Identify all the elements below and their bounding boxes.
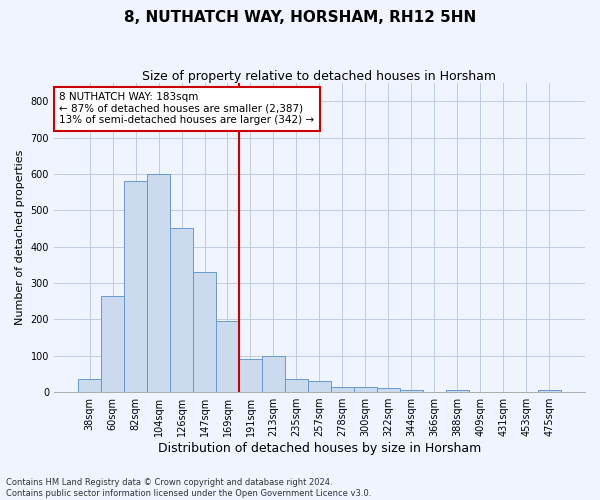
Bar <box>193 272 216 392</box>
Bar <box>262 356 285 392</box>
Bar <box>216 321 239 392</box>
Bar <box>101 296 124 392</box>
Title: Size of property relative to detached houses in Horsham: Size of property relative to detached ho… <box>142 70 496 83</box>
Bar <box>78 380 101 392</box>
Bar <box>354 388 377 392</box>
Text: 8 NUTHATCH WAY: 183sqm
← 87% of detached houses are smaller (2,387)
13% of semi-: 8 NUTHATCH WAY: 183sqm ← 87% of detached… <box>59 92 314 126</box>
Bar <box>446 390 469 392</box>
Text: 8, NUTHATCH WAY, HORSHAM, RH12 5HN: 8, NUTHATCH WAY, HORSHAM, RH12 5HN <box>124 10 476 25</box>
Bar <box>285 380 308 392</box>
Bar <box>170 228 193 392</box>
Bar <box>147 174 170 392</box>
Text: Contains HM Land Registry data © Crown copyright and database right 2024.
Contai: Contains HM Land Registry data © Crown c… <box>6 478 371 498</box>
Bar <box>239 360 262 392</box>
Bar <box>538 390 561 392</box>
Bar <box>308 381 331 392</box>
Bar <box>377 388 400 392</box>
Y-axis label: Number of detached properties: Number of detached properties <box>15 150 25 325</box>
X-axis label: Distribution of detached houses by size in Horsham: Distribution of detached houses by size … <box>158 442 481 455</box>
Bar <box>331 386 354 392</box>
Bar <box>124 181 147 392</box>
Bar <box>400 390 423 392</box>
